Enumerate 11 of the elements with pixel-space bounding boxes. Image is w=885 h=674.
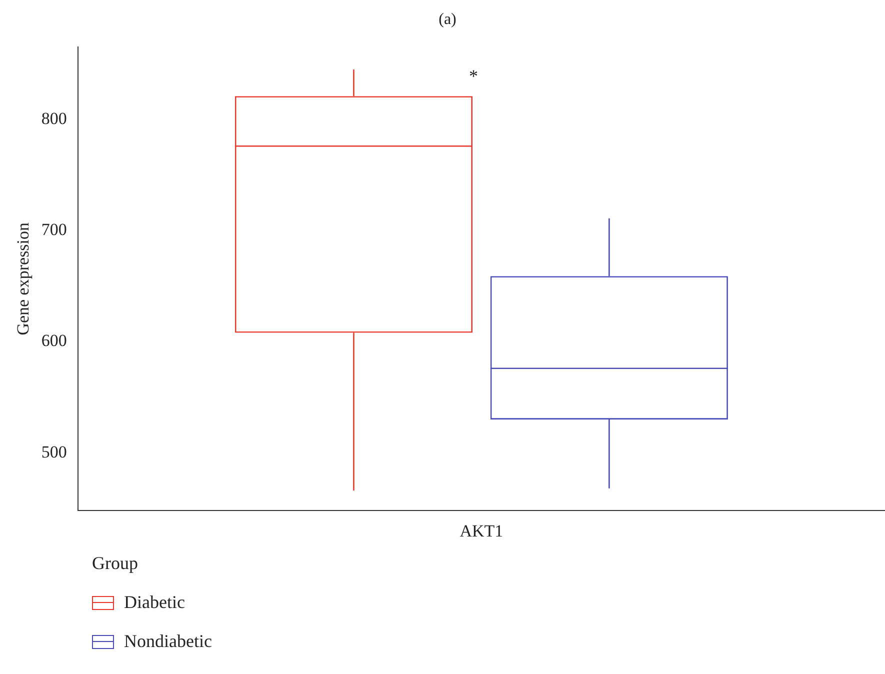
- legend-label: Nondiabetic: [124, 631, 212, 652]
- y-tick-label: 500: [41, 442, 67, 462]
- legend-title: Group: [92, 553, 139, 574]
- y-tick-label: 800: [41, 108, 67, 128]
- y-tick-label: 600: [41, 331, 67, 350]
- x-tick-label: AKT1: [460, 521, 504, 540]
- chart-title: (a): [438, 10, 456, 28]
- annotation: *: [468, 66, 478, 86]
- legend-label: Diabetic: [124, 592, 185, 613]
- y-tick-label: 700: [41, 220, 67, 240]
- y-axis-title: Gene expression: [14, 222, 33, 336]
